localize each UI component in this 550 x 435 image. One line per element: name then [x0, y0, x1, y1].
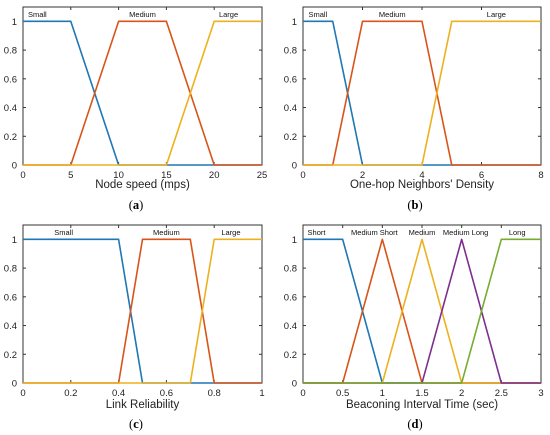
- chart-a-x-tick-label: 20: [209, 170, 220, 181]
- chart-b-x-tick-label: 8: [538, 170, 543, 181]
- chart-b-y-tick-label: 0: [292, 161, 297, 172]
- chart-b-y-tick-label: 0.4: [284, 103, 297, 114]
- chart-d-x-tick-label: 3: [538, 388, 543, 399]
- chart-a-set-label-large: Large: [219, 10, 238, 19]
- chart-c-x-tick-label: 1: [259, 388, 264, 399]
- chart-d-panel-caption: (d): [407, 417, 422, 431]
- chart-a-y-tick-label: 0: [12, 161, 17, 172]
- chart-c-y-tick-label: 0.2: [4, 350, 17, 361]
- chart-d-set-label-medium-short: Medium Short: [351, 228, 399, 237]
- chart-d-y-tick-label: 1: [292, 235, 297, 246]
- chart-c-plot-frame: [22, 224, 263, 384]
- chart-d-x-tick-label: 2: [459, 388, 464, 399]
- chart-c-y-tick-label: 0: [12, 379, 17, 390]
- chart-a-x-tick-label: 25: [257, 170, 268, 181]
- chart-b-panel-caption: (b): [407, 198, 422, 212]
- chart-c-set-label-small: Small: [54, 228, 73, 237]
- chart-d-y-tick-label: 0.2: [284, 350, 297, 361]
- chart-d-y-tick-label: 0: [292, 379, 297, 390]
- chart-b-x-tick-label: 4: [419, 170, 424, 181]
- chart-c-y-tick-label: 1: [12, 235, 17, 246]
- chart-d-x-tick-label: 1: [380, 388, 385, 399]
- chart-c-x-tick-label: 0: [20, 388, 25, 399]
- chart-a-set-label-medium: Medium: [129, 10, 156, 19]
- chart-d-x-tick-label: 0: [300, 388, 305, 399]
- chart-b-set-label-small: Small: [308, 10, 327, 19]
- panel-b: 0 2 4 6 8 0 0.2 0.4 0.6 0.8 1 Small Medium Large One-h…: [284, 6, 544, 212]
- chart-a-set-label-small: Small: [28, 10, 47, 19]
- chart-c-x-tick-label: 0.4: [112, 388, 125, 399]
- chart-b-set-label-large: Large: [487, 10, 506, 19]
- chart-d-y-tick-label: 0.4: [284, 321, 297, 332]
- chart-d-x-tick-label: 2.5: [495, 388, 508, 399]
- chart-d-y-tick-label: 0.6: [284, 292, 297, 303]
- chart-c-series-large: [23, 238, 262, 384]
- chart-d-x-axis-label: Beaconing Interval Time (sec): [346, 399, 498, 411]
- chart-d-x-tick-label: 1.5: [415, 388, 428, 399]
- chart-d-y-tick-label: 0.8: [284, 264, 297, 275]
- chart-b-y-tick-label: 0.2: [284, 132, 297, 143]
- chart-b-y-tick-label: 0.6: [284, 74, 297, 85]
- chart-c-y-tick-label: 0.8: [4, 264, 17, 275]
- chart-c-x-tick-label: 0.8: [208, 388, 221, 399]
- chart-d-set-label-long: Long: [509, 228, 526, 237]
- chart-a-x-tick-label: 15: [161, 170, 172, 181]
- chart-c-x-axis-label: Link Reliability: [106, 399, 180, 411]
- chart-a-y-tick-label: 0.8: [4, 46, 17, 57]
- chart-a-x-axis-label: Node speed (mps): [95, 179, 190, 191]
- chart-a-x-tick-label: 5: [68, 170, 73, 181]
- chart-d-plot-frame: [302, 224, 542, 384]
- chart-c-x-tick-label: 0.2: [64, 388, 77, 399]
- panel-a: 0 5 10 15 20 25 0 0.2 0.4 0.6 0.8 1 Small Medium Large…: [4, 6, 268, 212]
- panel-d: 0 0.5 1 1.5 2 2.5 3 0 0.2 0.4 0.6 0.8 1 Short Medium S…: [284, 224, 544, 431]
- chart-b-x-tick-label: 0: [300, 170, 305, 181]
- chart-b-x-tick-label: 6: [479, 170, 484, 181]
- chart-b-x-axis-label: One-hop Neighbors' Density: [350, 179, 494, 191]
- chart-a-plot-frame: [22, 6, 263, 166]
- chart-a-y-tick-label: 0.4: [4, 103, 17, 114]
- panel-c: 0 0.2 0.4 0.6 0.8 1 0 0.2 0.4 0.6 0.8 1 Small Medium L…: [4, 224, 265, 431]
- chart-b-y-tick-label: 1: [292, 17, 297, 28]
- chart-b-series-large: [303, 20, 541, 166]
- chart-a-y-tick-label: 0.6: [4, 74, 17, 85]
- chart-b-set-label-medium: Medium: [379, 10, 406, 19]
- chart-a-y-tick-label: 1: [12, 17, 17, 28]
- chart-a-panel-caption: (a): [129, 198, 144, 212]
- chart-a-x-tick-label: 10: [113, 170, 124, 181]
- chart-d-x-tick-label: 0.5: [336, 388, 349, 399]
- chart-b-plot-frame: [302, 6, 542, 166]
- chart-c-set-label-large: Large: [221, 228, 240, 237]
- chart-c-set-label-medium: Medium: [153, 228, 180, 237]
- chart-b-y-tick-label: 0.8: [284, 46, 297, 57]
- chart-d-set-label-medium: Medium: [409, 228, 436, 237]
- chart-c-panel-caption: (c): [129, 417, 143, 431]
- chart-a-x-tick-label: 0: [20, 170, 25, 181]
- chart-c-y-tick-label: 0.6: [4, 292, 17, 303]
- chart-d-set-label-medium-long: Medium Long: [443, 228, 488, 237]
- chart-a-y-tick-label: 0.2: [4, 132, 17, 143]
- chart-b-x-tick-label: 2: [360, 170, 365, 181]
- chart-c-x-tick-label: 0.6: [160, 388, 173, 399]
- chart-a-series-large: [23, 20, 262, 166]
- chart-d-set-label-short: Short: [308, 228, 327, 237]
- chart-c-y-tick-label: 0.4: [4, 321, 17, 332]
- chart-d-series-long: [303, 238, 541, 384]
